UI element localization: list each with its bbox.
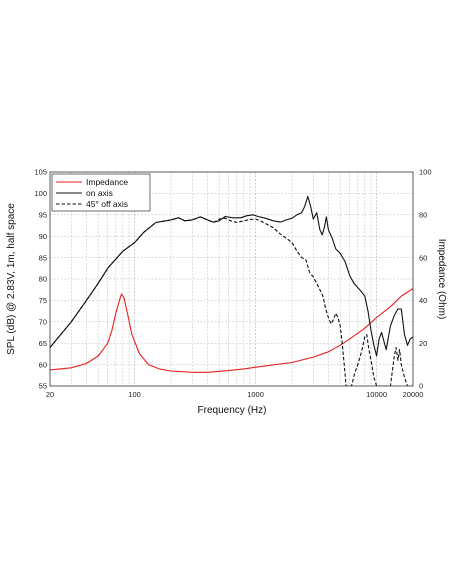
y-left-tick-label: 65: [39, 339, 47, 348]
y-left-tick-label: 100: [34, 189, 47, 198]
y-left-tick-label: 55: [39, 382, 47, 391]
y-left-tick-label: 70: [39, 318, 47, 327]
series-line-impedance: [50, 288, 413, 373]
x-axis-label: Frequency (Hz): [198, 405, 267, 416]
x-tick-label: 20000: [403, 390, 424, 399]
y-right-tick-label: 80: [419, 211, 427, 220]
tick-labels: 20 100 1000 10000 20000556065707580859095100…: [34, 168, 431, 399]
y-left-tick-label: 80: [39, 275, 47, 284]
y-right-tick-label: 100: [419, 168, 432, 177]
y-right-tick-label: 60: [419, 253, 427, 262]
y-right-tick-label: 0: [419, 382, 423, 391]
y-left-tick-label: 95: [39, 211, 47, 220]
y-right-tick-label: 20: [419, 339, 427, 348]
x-tick-label: 100: [128, 390, 141, 399]
x-tick-label: 1000: [247, 390, 264, 399]
y-left-tick-label: 105: [34, 168, 47, 177]
legend-label: Impedance: [86, 177, 128, 187]
series-line-45-off-axis: [50, 216, 413, 386]
plot-lines: [50, 195, 413, 386]
legend-label: on axis: [86, 188, 113, 198]
y-left-tick-label: 60: [39, 360, 47, 369]
y-axis-left-label: SPL (dB) @ 2.83V, 1m, half space: [6, 203, 17, 355]
x-tick-label: 20: [46, 390, 54, 399]
y-left-tick-label: 85: [39, 253, 47, 262]
legend-label: 45° off axis: [86, 199, 128, 209]
y-left-tick-label: 75: [39, 296, 47, 305]
x-tick-label: 10000: [366, 390, 387, 399]
y-left-tick-label: 90: [39, 232, 47, 241]
y-right-tick-label: 40: [419, 296, 427, 305]
y-axis-right-label: Impedance (Ohm): [436, 239, 447, 320]
plot-frame: [49, 171, 414, 387]
